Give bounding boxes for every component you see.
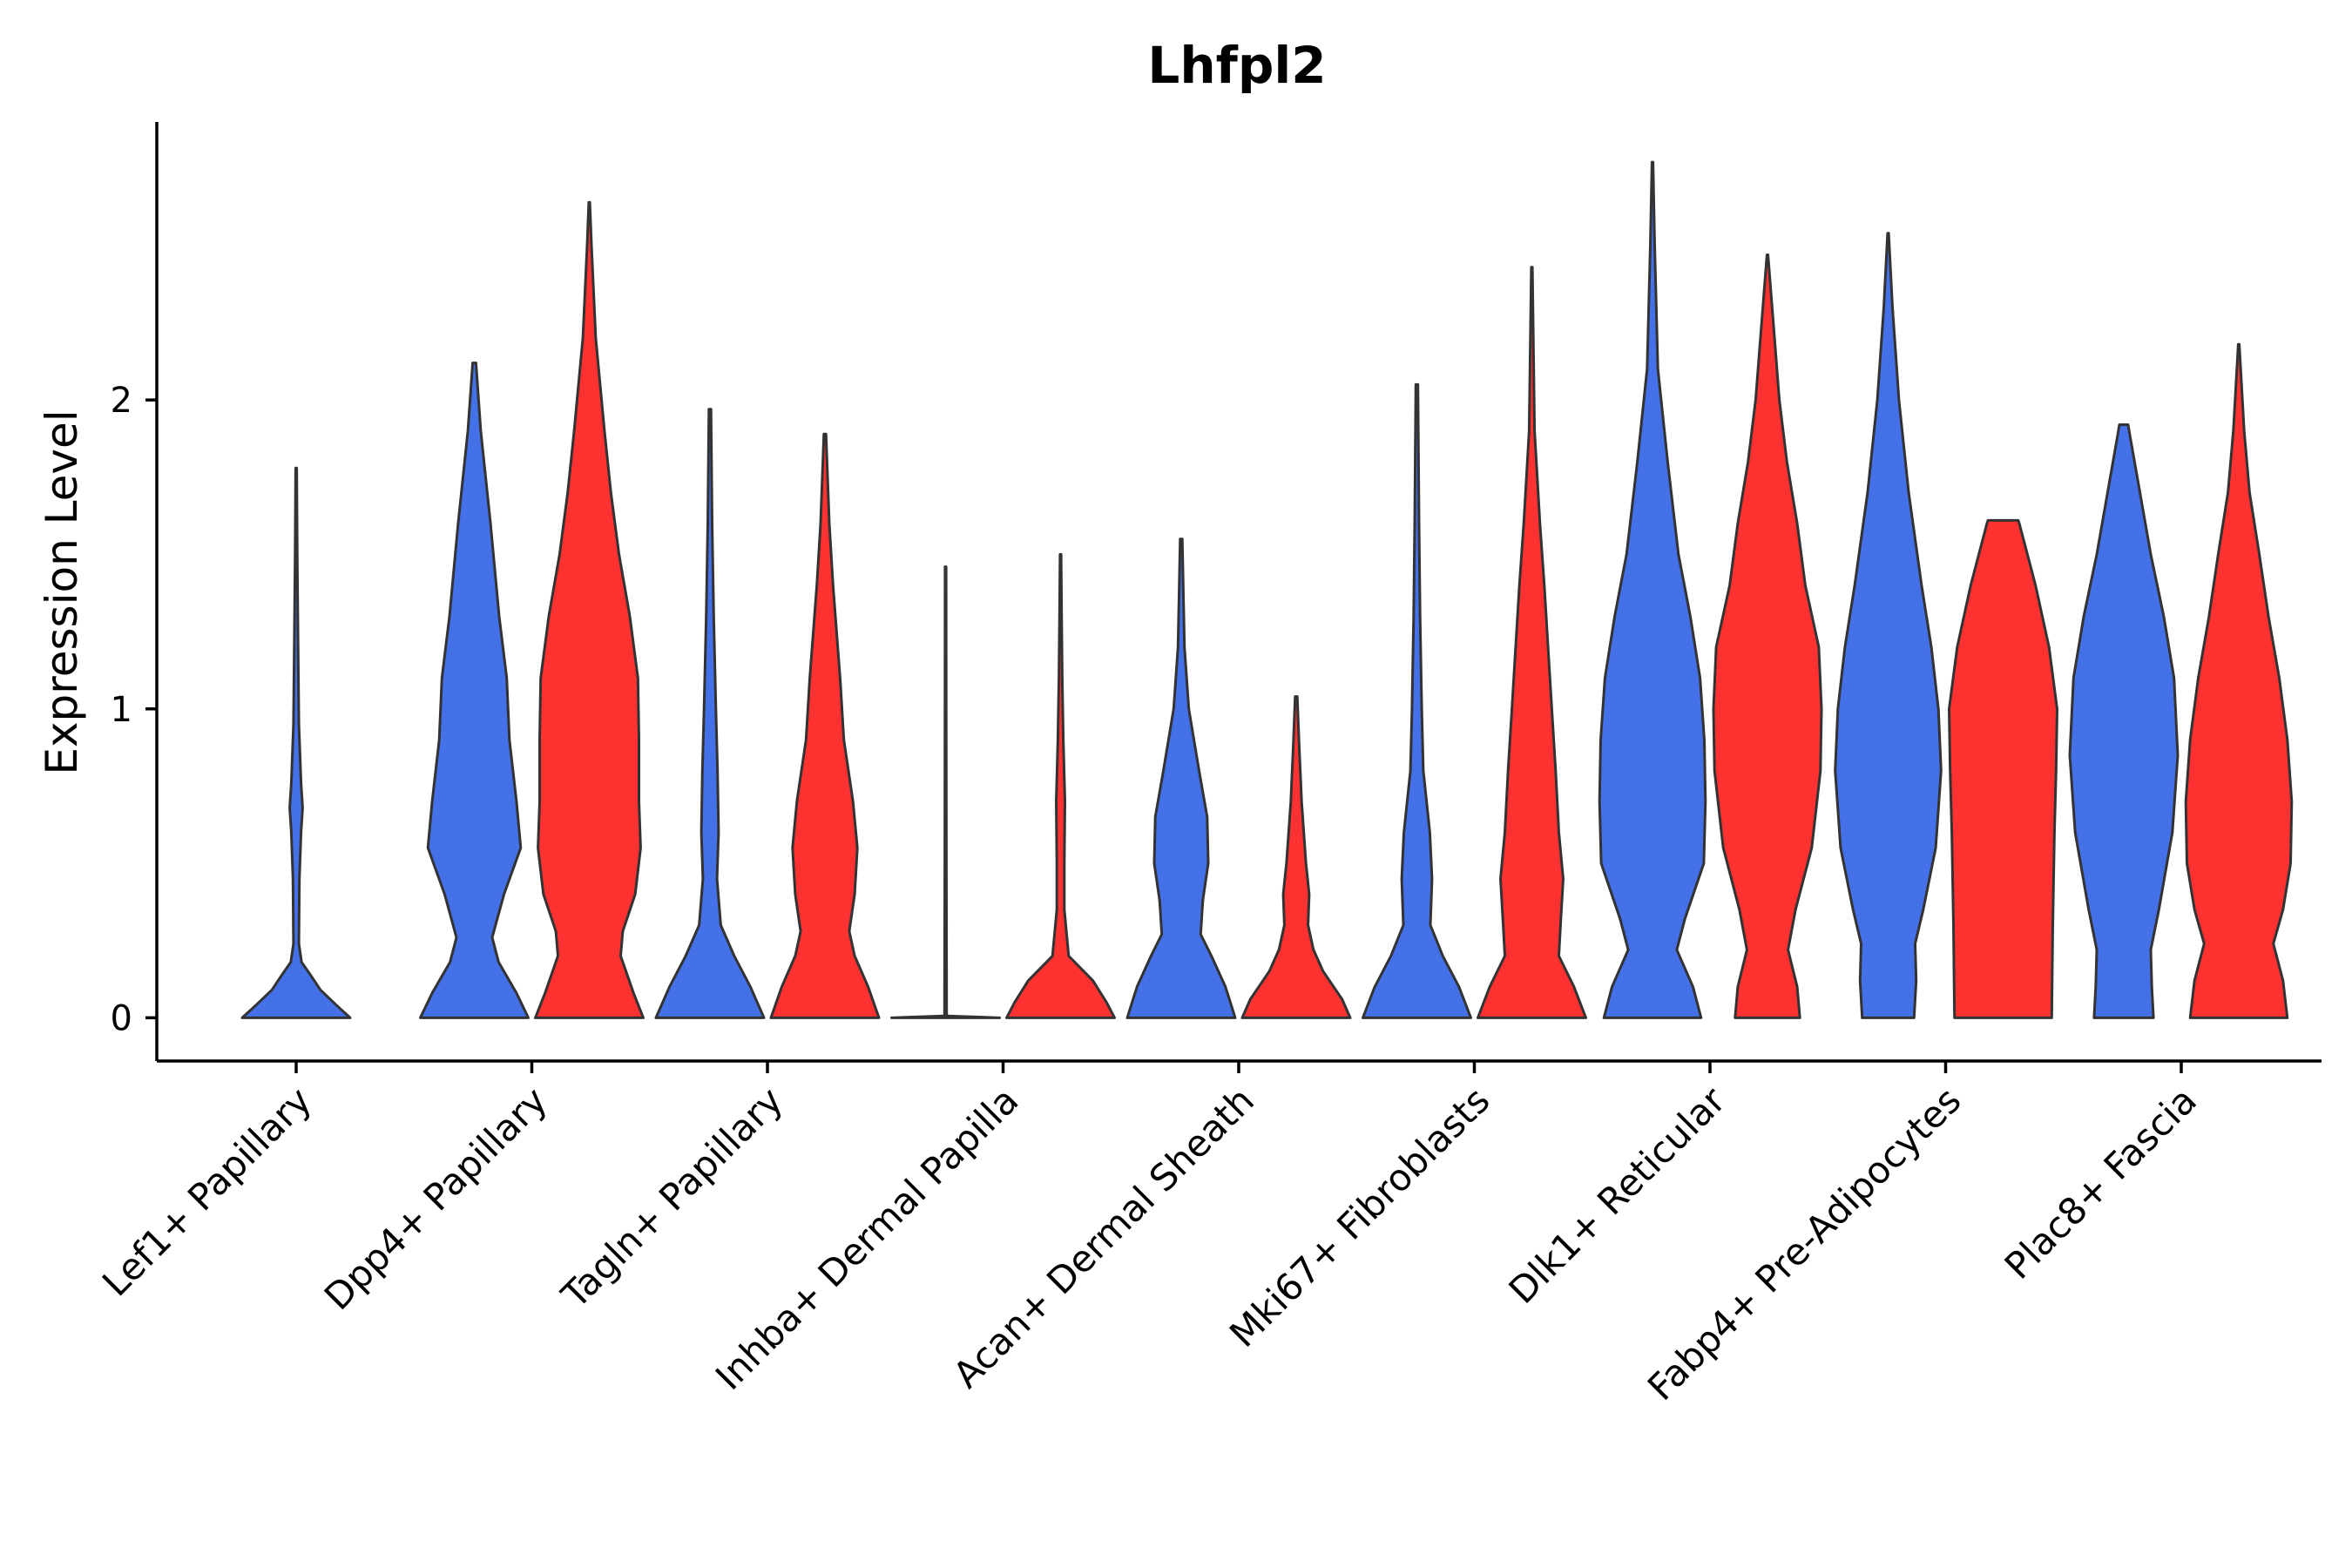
violin-fabp4-pre-adipocytes-blue (1834, 232, 1943, 1019)
x-tick-label-tagln-papillary: Tagln+ Papillary (553, 1078, 791, 1316)
violin-mki67-fibroblasts-red (1477, 266, 1587, 1019)
violin-dlk1-reticular-blue (1598, 160, 1707, 1019)
violin-acan-dermal-sheath-red (1240, 695, 1352, 1019)
x-tick-label-plac8-fascia: Plac8+ Fascia (1997, 1078, 2205, 1287)
violin-inhba-dermal-papilla-blue (890, 565, 1001, 1019)
y-axis: 0 1 2 (111, 122, 159, 1061)
violin-plac8-fascia-blue (2068, 423, 2180, 1019)
x-tick-label-mki67-fibroblasts: Mki67+ Fibroblasts (1221, 1078, 1497, 1355)
violin-tagln-papillary-blue (654, 408, 766, 1019)
violin-plac8-fascia-red (2184, 342, 2294, 1019)
violin-dlk1-reticular-red (1712, 253, 1823, 1019)
y-axis-label: Expression Level (37, 409, 87, 774)
violin-lef1-papillary-blue (240, 466, 352, 1019)
violin-inhba-dermal-papilla-red (1005, 552, 1116, 1019)
y-tick-label: 2 (111, 381, 132, 421)
chart-title: Lhfpl2 (1147, 36, 1326, 95)
violin-dpp4-papillary-red (534, 200, 645, 1019)
y-tick-label: 1 (111, 690, 132, 730)
x-tick-label-dpp4-papillary: Dpp4+ Papillary (316, 1078, 556, 1318)
x-tick-label-dlk1-reticular: Dlk1+ Reticular (1501, 1078, 1734, 1312)
violin-dpp4-papillary-blue (419, 362, 530, 1019)
plot-area (240, 160, 2294, 1019)
violin-acan-dermal-sheath-blue (1125, 537, 1237, 1019)
violin-mki67-fibroblasts-blue (1362, 382, 1472, 1019)
violin-fabp4-pre-adipocytes-red (1948, 518, 2058, 1019)
y-tick-label: 0 (111, 998, 132, 1038)
x-tick-label-lef1-papillary: Lef1+ Papillary (94, 1078, 320, 1304)
violin-tagln-papillary-red (769, 432, 881, 1019)
